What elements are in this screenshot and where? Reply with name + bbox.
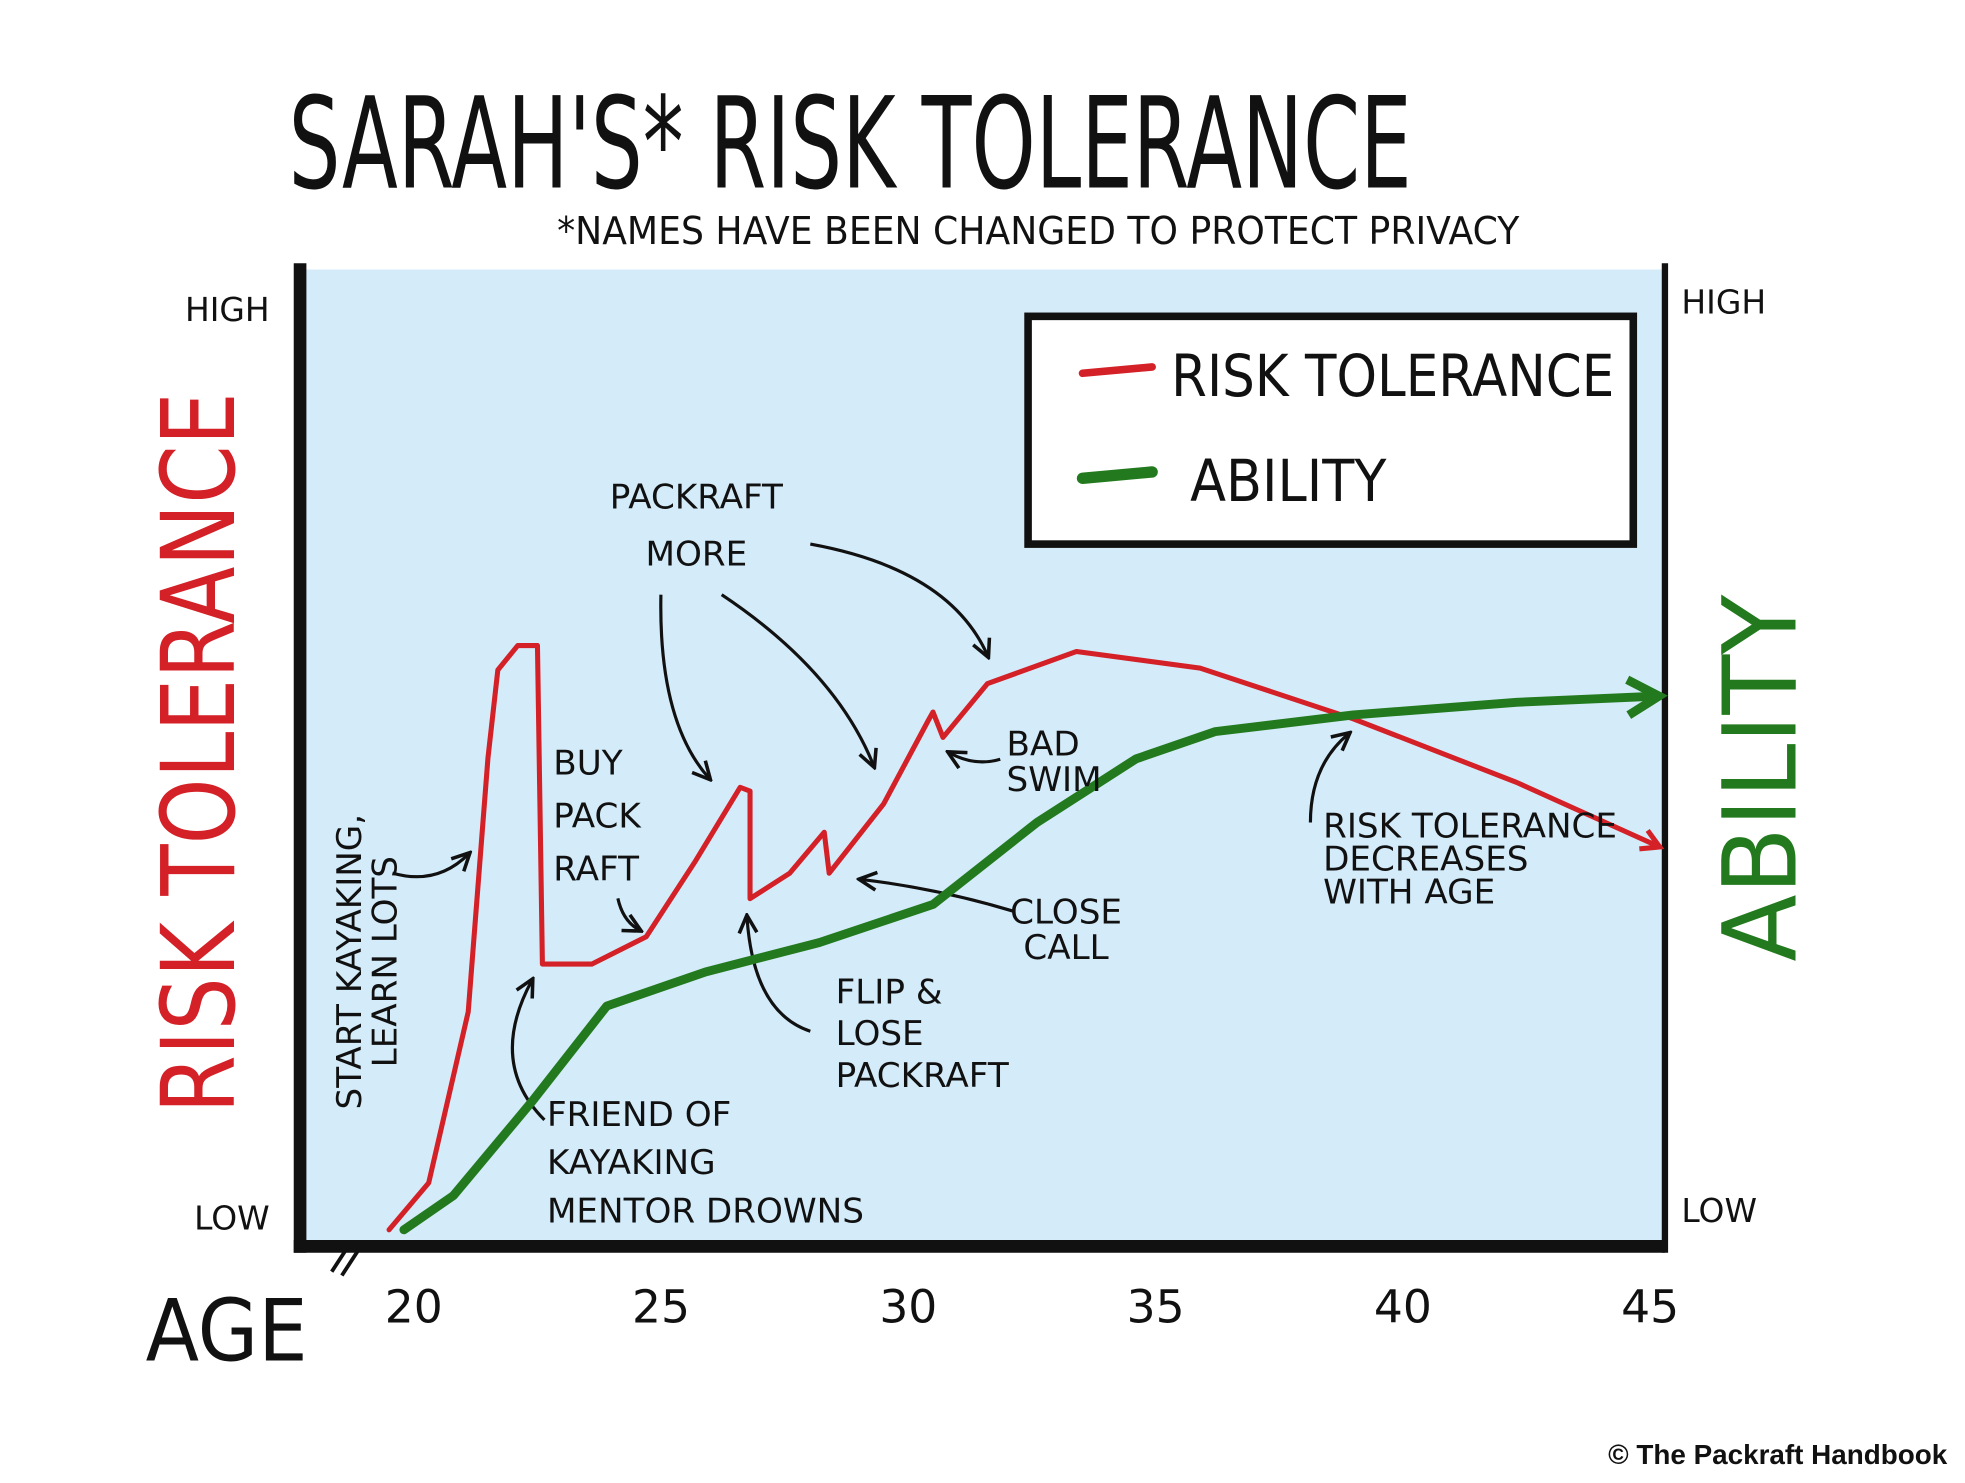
chart-subtitle: *NAMES HAVE BEEN CHANGED TO PROTECT PRIV…: [557, 209, 1520, 253]
annotation: RAFT: [553, 850, 639, 890]
x-tick-label: 30: [879, 1280, 937, 1333]
annotation: RISK TOLERANCE: [1323, 807, 1617, 847]
annotation: PACK: [553, 797, 642, 837]
legend-label: RISK TOLERANCE: [1171, 342, 1614, 410]
legend-swatch: [1078, 363, 1156, 378]
chart-title: SARAH'S* RISK TOLERANCE: [289, 70, 1412, 217]
annotation: WITH AGE: [1323, 872, 1495, 912]
y-tick-label: HIGH: [185, 290, 270, 329]
annotation: LOSE: [836, 1014, 924, 1054]
x-tick-label: 35: [1127, 1280, 1185, 1333]
annotation: PACKRAFT: [610, 478, 783, 518]
annotation: FLIP &: [836, 972, 943, 1012]
y2-tick-label: LOW: [1681, 1191, 1757, 1230]
annotation: PACKRAFT: [836, 1056, 1009, 1096]
annotation: CLOSE: [1010, 893, 1122, 933]
legend-box: [1024, 312, 1638, 548]
series-line: [399, 675, 1668, 1235]
annotation: MENTOR DROWNS: [547, 1191, 864, 1231]
x-tick-label: 40: [1374, 1280, 1432, 1333]
legend-label: ABILITY: [1190, 447, 1387, 515]
legend-swatch: [1076, 466, 1158, 484]
annotation: DECREASES: [1323, 840, 1528, 880]
annotation: BAD: [1007, 724, 1080, 764]
x-axis-label: AGE: [146, 1281, 308, 1381]
annotation: KAYAKING: [547, 1143, 716, 1183]
x-tick-label: 45: [1621, 1280, 1679, 1333]
annotation: BUY: [553, 743, 622, 783]
annotation: CALL: [1023, 928, 1108, 968]
y2-tick-label: HIGH: [1681, 283, 1766, 322]
annotation: FRIEND OF: [547, 1095, 731, 1135]
credit: © The Packraft Handbook: [1608, 1439, 1948, 1470]
x-tick-label: 25: [632, 1280, 690, 1333]
y-axis-label: RISK TOLERANCE: [140, 392, 258, 1113]
series-line: [386, 643, 1665, 1233]
annotation: SWIM: [1007, 760, 1102, 800]
y-tick-label: LOW: [194, 1199, 270, 1238]
x-tick-label: 20: [385, 1280, 443, 1333]
annotation: MORE: [646, 535, 748, 575]
annotation: LEARN LOTS: [365, 856, 405, 1067]
y2-axis-label: ABILITY: [1701, 594, 1819, 962]
annotation: START KAYAKING,: [330, 814, 370, 1110]
